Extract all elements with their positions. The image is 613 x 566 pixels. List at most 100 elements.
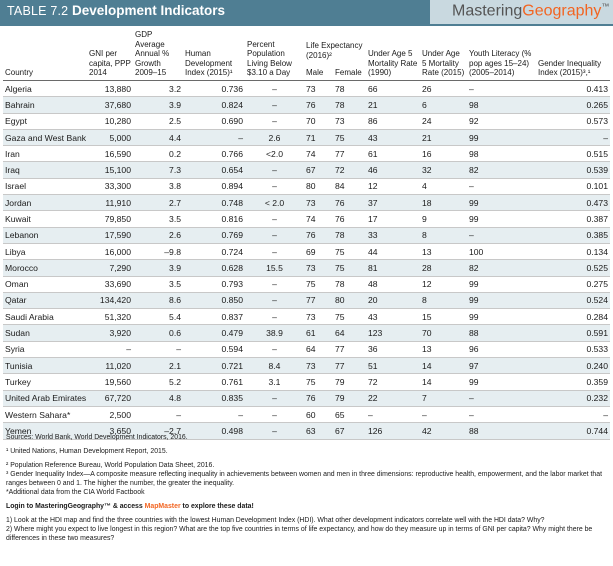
cell-u5-1990: 36 <box>366 341 420 359</box>
cell-literacy: – <box>467 390 536 407</box>
cell-gii: 0.539 <box>536 161 610 179</box>
cell-gii: – <box>536 406 610 424</box>
table-row: Algeria 13,880 3.2 0.736–73 78 66 26–0.413 <box>3 80 610 98</box>
col-header-male: Male <box>304 62 333 81</box>
cell-poverty: – <box>245 390 304 407</box>
cell-gii: 0.413 <box>536 80 610 98</box>
footnote-3: ³ Gender Inequality Index—A composite me… <box>6 471 602 487</box>
cell-country: Qatar <box>3 292 87 310</box>
cell-female: 78 <box>333 227 366 244</box>
sources-note: Sources: World Bank, World Development I… <box>6 434 188 441</box>
cell-u5-2015: 14 <box>420 357 467 375</box>
cell-female: 77 <box>333 145 366 163</box>
cell-u5-1990: 51 <box>366 357 420 375</box>
cell-gni: 2,500 <box>87 406 133 424</box>
cell-gdp: 2.7 <box>133 194 183 212</box>
cell-gni: 3,650 <box>87 422 133 440</box>
cell-male: 76 <box>304 390 333 407</box>
cell-country: Oman <box>3 276 87 293</box>
cell-u5-1990: – <box>366 406 420 424</box>
cell-u5-2015: 15 <box>420 308 467 326</box>
cell-poverty: – <box>245 161 304 179</box>
cell-poverty: – <box>245 276 304 293</box>
cell-literacy: 96 <box>467 341 536 359</box>
cell-literacy: 99 <box>467 210 536 228</box>
cell-hdi: 0.769 <box>183 227 245 244</box>
cell-female: 78 <box>333 80 366 98</box>
cell-u5-1990: 43 <box>366 129 420 147</box>
cell-hdi: 0.894 <box>183 178 245 196</box>
question-2: 2) Where might you expect to live longes… <box>6 526 593 542</box>
cell-hdi: 0.824 <box>183 96 245 114</box>
cell-u5-2015: 16 <box>420 145 467 163</box>
cell-literacy: 100 <box>467 243 536 261</box>
cell-gni: 7,290 <box>87 259 133 277</box>
cell-gdp: 5.2 <box>133 373 183 391</box>
cell-gii: 0.284 <box>536 308 610 326</box>
cell-u5-1990: 21 <box>366 96 420 114</box>
col-header-gni: GNI per capita, PPP 2014 <box>87 30 133 81</box>
table-row: Yemen 3,650 –2.7 0.498–63 67 126 42 88 0.744 <box>3 422 610 440</box>
cell-male: 75 <box>304 373 333 391</box>
cell-u5-1990: 123 <box>366 324 420 342</box>
cell-u5-2015: 24 <box>420 113 467 130</box>
cell-gdp: 8.6 <box>133 292 183 310</box>
table-row: Morocco 7,290 3.9 0.628 15.5 73 75 81 28 82 0.525 <box>3 259 610 277</box>
cell-poverty: – <box>245 341 304 359</box>
question-1: 1) Look at the HDI map and find the thre… <box>6 517 545 524</box>
cell-poverty: 38.9 <box>245 324 304 342</box>
cell-gdp: –2.7 <box>133 422 183 440</box>
cell-country: Iran <box>3 145 87 163</box>
col-header-gii: Gender Inequality Index (2015)³,¹ <box>536 30 610 81</box>
cell-gni: 37,680 <box>87 96 133 114</box>
col-header-country: Country <box>3 30 87 81</box>
cell-gii: 0.591 <box>536 324 610 342</box>
cell-u5-1990: 17 <box>366 210 420 228</box>
col-header-hdi: Human Development Index (2015)¹ <box>183 30 245 81</box>
cell-gii: 0.240 <box>536 357 610 375</box>
cell-gdp: –9.8 <box>133 243 183 261</box>
cell-female: 75 <box>333 308 366 326</box>
cell-female: 75 <box>333 129 366 147</box>
cell-poverty: – <box>245 292 304 310</box>
cell-poverty: < 2.0 <box>245 194 304 212</box>
table-row: Israel 33,300 3.8 0.894–80 84 12 4–0.101 <box>3 178 610 196</box>
cell-country: Turkey <box>3 373 87 391</box>
cell-poverty: 15.5 <box>245 259 304 277</box>
cell-male: 69 <box>304 243 333 261</box>
cell-gii: 0.533 <box>536 341 610 359</box>
table-row: Western Sahara* 2,500– – –60 65– – – – <box>3 406 610 424</box>
cell-country: United Arab Emirates <box>3 390 87 407</box>
cell-u5-2015: 26 <box>420 80 467 98</box>
cell-poverty: – <box>245 80 304 98</box>
cell-u5-1990: 20 <box>366 292 420 310</box>
cell-gni: 67,720 <box>87 390 133 407</box>
table-row: Syria – –0.594–64 77 36 13 96 0.533 <box>3 341 610 359</box>
mapmaster-link[interactable]: MapMaster <box>144 503 181 510</box>
cell-country: Kuwait <box>3 210 87 228</box>
cell-male: 76 <box>304 227 333 244</box>
cell-gni: 3,920 <box>87 324 133 342</box>
cell-u5-1990: 37 <box>366 194 420 212</box>
cell-male: 75 <box>304 276 333 293</box>
cell-male: 70 <box>304 113 333 130</box>
cell-country: Libya <box>3 243 87 261</box>
cell-female: 76 <box>333 194 366 212</box>
login-brand-link[interactable]: MasteringGeography™ <box>35 503 111 510</box>
cell-female: 67 <box>333 422 366 440</box>
cell-country: Algeria <box>3 80 87 98</box>
cell-poverty: – <box>245 422 304 440</box>
cell-male: 73 <box>304 194 333 212</box>
cell-gni: 134,420 <box>87 292 133 310</box>
cell-poverty: – <box>245 113 304 130</box>
cell-u5-1990: 44 <box>366 243 420 261</box>
cell-country: Gaza and West Bank <box>3 129 87 147</box>
cell-u5-2015: 4 <box>420 178 467 196</box>
table-row: Libya 16,000 –9.8 0.724–69 75 44 13 100 0.134 <box>3 243 610 261</box>
cell-literacy: 99 <box>467 308 536 326</box>
cell-u5-1990: 126 <box>366 422 420 440</box>
cell-country: Western Sahara* <box>3 406 87 424</box>
cell-gdp: 5.4 <box>133 308 183 326</box>
cell-female: 79 <box>333 373 366 391</box>
cell-hdi: 0.628 <box>183 259 245 277</box>
